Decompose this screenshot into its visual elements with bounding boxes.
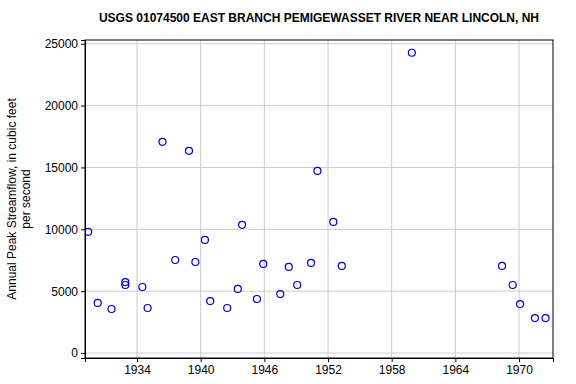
y-tick-label: 20000	[45, 99, 79, 113]
x-tick: 1970	[506, 358, 533, 377]
x-tick: 1958	[379, 358, 406, 377]
point	[122, 281, 129, 288]
y-grid-line	[85, 353, 553, 354]
x-grid-line	[328, 40, 329, 358]
x-tick-mark	[519, 358, 520, 362]
x-grid-line	[455, 40, 456, 358]
y-tick-mark	[81, 291, 85, 292]
y-tick: 5000	[51, 285, 85, 299]
point	[285, 263, 292, 270]
point	[294, 281, 301, 288]
point	[224, 305, 231, 312]
point	[172, 257, 179, 264]
point	[85, 228, 92, 235]
y-axis-title-line: Annual Peak Streamflow, in cubic feet	[5, 98, 19, 300]
x-grid-line	[137, 40, 138, 358]
x-grid-line	[391, 40, 392, 358]
point	[277, 291, 284, 298]
point	[239, 221, 246, 228]
point	[108, 306, 115, 313]
x-grid-line	[200, 40, 201, 358]
y-tick: 15000	[45, 161, 85, 175]
y-tick: 25000	[45, 37, 85, 51]
y-grid-line	[85, 105, 553, 106]
point	[308, 259, 315, 266]
x-axis-line	[86, 359, 554, 363]
y-grid-line	[85, 291, 553, 292]
x-tick-label: 1934	[124, 363, 151, 377]
y-grid-line	[85, 229, 553, 230]
y-tick-mark	[81, 167, 85, 168]
chart: USGS 01074500 EAST BRANCH PEMIGEWASSET R…	[0, 0, 576, 384]
x-tick: 1952	[315, 358, 342, 377]
y-tick-label: 0	[71, 346, 78, 360]
point	[260, 260, 267, 267]
x-tick-label: 1970	[506, 363, 533, 377]
point	[509, 281, 516, 288]
x-axis: 1934 1940 1946 1952 1958 1964 1970	[86, 358, 554, 377]
x-grid-line	[519, 40, 520, 358]
grid	[85, 40, 553, 358]
y-tick-mark	[81, 44, 85, 45]
point	[253, 295, 260, 302]
x-tick-label: 1964	[443, 363, 470, 377]
x-tick-label: 1958	[379, 363, 406, 377]
y-grid-line	[85, 43, 553, 44]
y-tick-label: 25000	[45, 37, 79, 51]
x-tick-mark	[201, 358, 202, 362]
y-tick-mark	[81, 106, 85, 107]
point	[159, 138, 166, 145]
y-tick-label: 15000	[45, 161, 79, 175]
point	[330, 218, 337, 225]
point	[139, 283, 146, 290]
x-tick: 1940	[188, 358, 215, 377]
y-tick-mark	[81, 353, 85, 354]
y-tick-label: 5000	[51, 285, 78, 299]
point	[517, 301, 524, 308]
y-tick-label: 10000	[45, 223, 79, 237]
point	[542, 315, 549, 322]
x-tick-mark	[264, 358, 265, 362]
point	[531, 315, 538, 322]
y-tick: 0	[71, 346, 85, 360]
plot-frame	[85, 40, 553, 358]
y-axis-title: Annual Peak Streamflow, in cubic feetper…	[5, 98, 33, 300]
point	[192, 258, 199, 265]
y-tick-mark	[81, 229, 85, 230]
points	[85, 49, 549, 321]
x-tick: 1964	[443, 358, 470, 377]
x-tick-mark	[328, 358, 329, 362]
point	[314, 167, 321, 174]
point	[207, 298, 214, 305]
x-tick-label: 1940	[188, 363, 215, 377]
y-axis: 0 5000 10000 15000 20000 25000	[45, 37, 86, 360]
x-tick-label: 1946	[251, 363, 278, 377]
y-tick: 20000	[45, 99, 85, 113]
point	[144, 305, 151, 312]
x-tick-label: 1952	[315, 363, 342, 377]
x-tick-mark	[455, 358, 456, 362]
x-tick: 1934	[124, 358, 151, 377]
point	[94, 299, 101, 306]
point	[338, 262, 345, 269]
x-tick-mark	[392, 358, 393, 362]
x-tick-mark	[137, 358, 138, 362]
point	[408, 49, 415, 56]
title: USGS 01074500 EAST BRANCH PEMIGEWASSET R…	[99, 11, 539, 25]
point	[234, 285, 241, 292]
point	[186, 147, 193, 154]
point	[499, 262, 506, 269]
x-tick: 1946	[251, 358, 278, 377]
point	[201, 236, 208, 243]
x-grid-line	[264, 40, 265, 358]
y-tick: 10000	[45, 223, 85, 237]
y-axis-title-line: per second	[19, 169, 33, 228]
